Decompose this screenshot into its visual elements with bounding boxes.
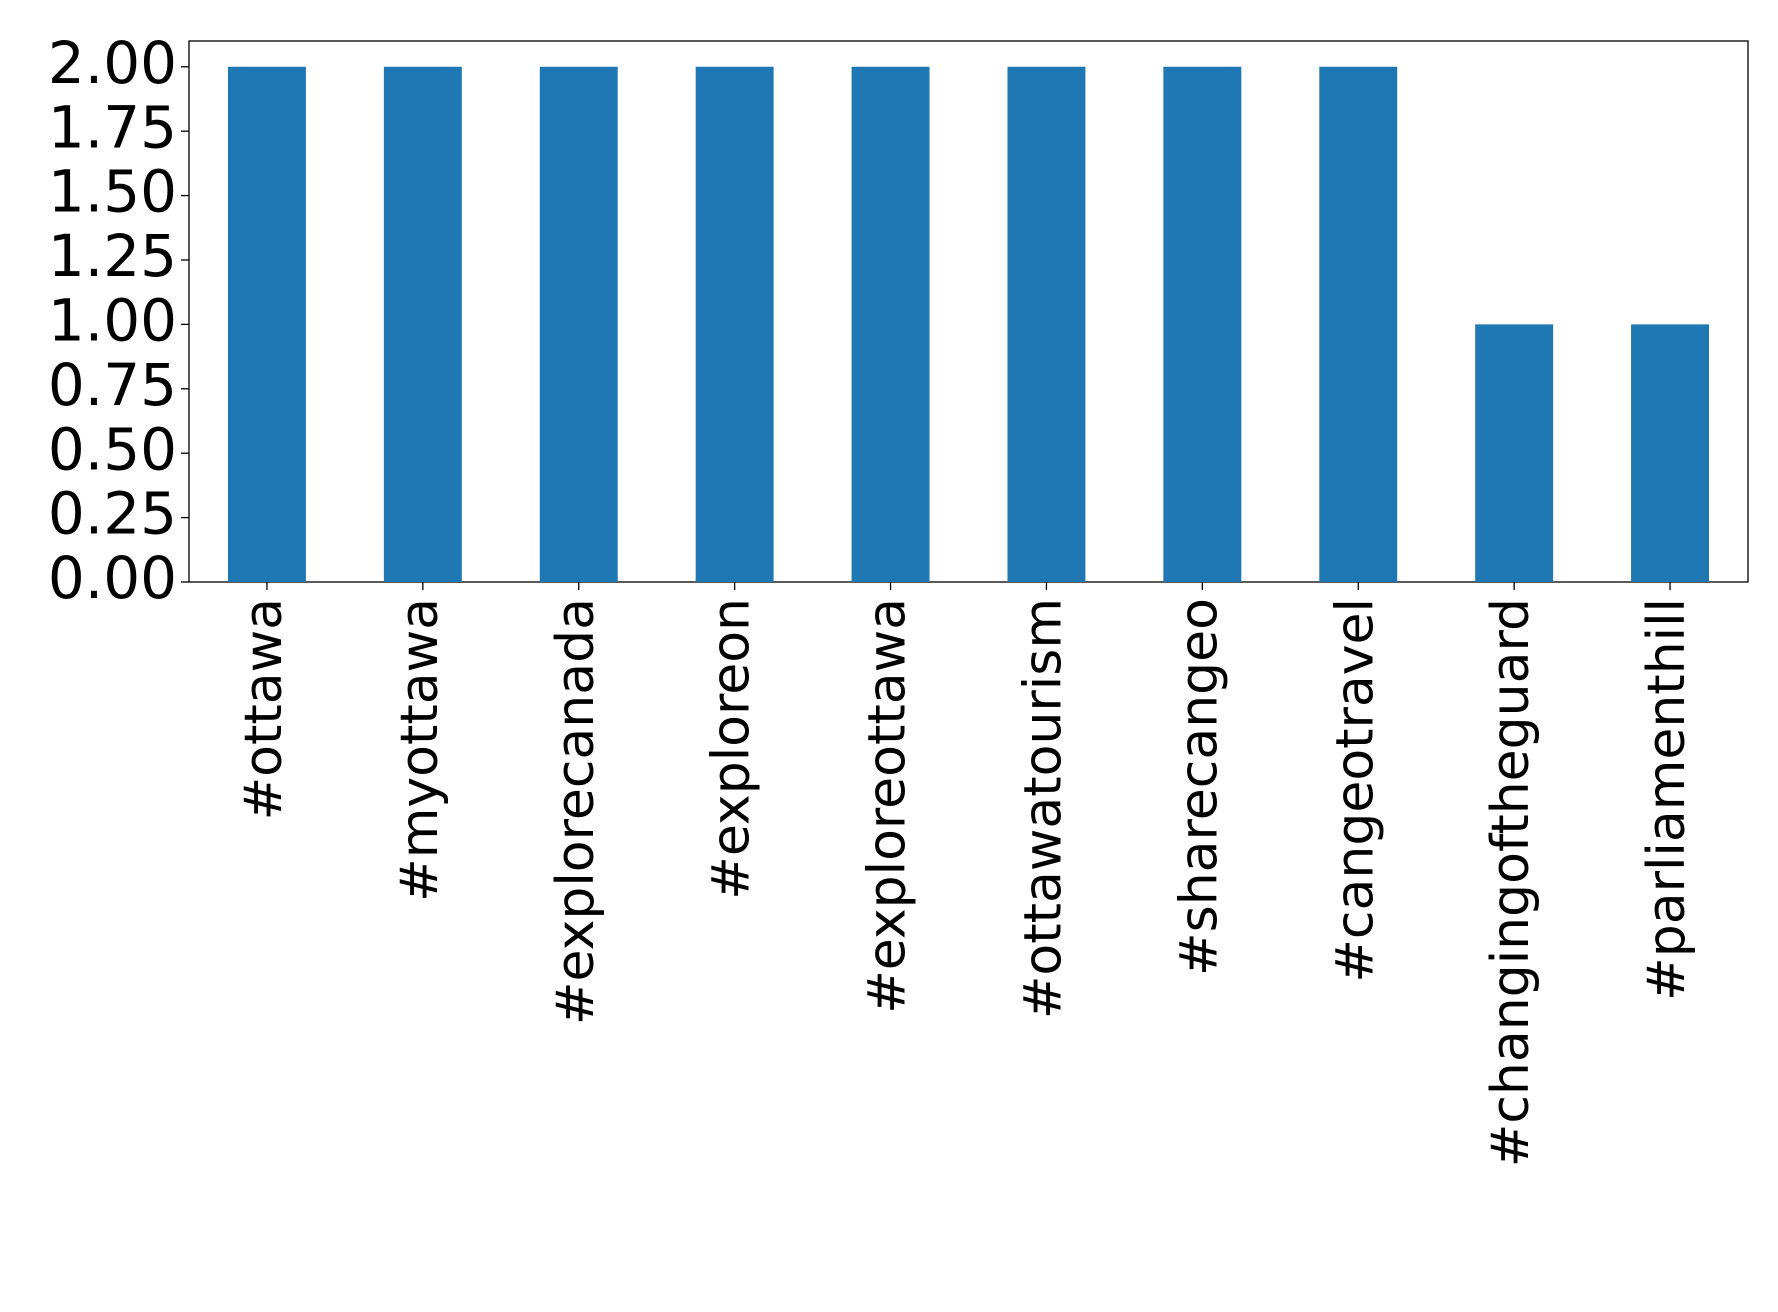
bar [383, 66, 462, 582]
x-tick-label: #parliamenthill [1637, 598, 1697, 1001]
x-tick-label: #explorecanada [546, 598, 606, 1025]
y-tick-label: 0.25 [48, 480, 177, 548]
y-tick-label: 2.00 [48, 29, 177, 97]
x-tick-label: #cangeotravel [1325, 598, 1385, 983]
x-tick-label: #changingoftheguard [1481, 598, 1541, 1167]
x-tick-label: #myottawa [390, 598, 450, 902]
x-tick-label: #ottawa [234, 598, 294, 820]
bar [1163, 66, 1242, 582]
y-tick-label: 1.50 [48, 158, 177, 226]
x-tick-label: #ottawatourism [1013, 598, 1073, 1019]
y-tick-label: 0.75 [48, 351, 177, 419]
bar [1007, 66, 1086, 582]
bar [1319, 66, 1398, 582]
x-tick-label: #exploreottawa [858, 598, 918, 1014]
y-tick-label: 1.75 [48, 93, 177, 161]
x-tick-label: #sharecangeo [1169, 598, 1229, 976]
bar [1475, 324, 1554, 582]
bar [851, 66, 930, 582]
plot-frame [188, 40, 1749, 583]
bar [1631, 324, 1710, 582]
bar [539, 66, 618, 582]
y-tick-label: 1.00 [48, 286, 177, 354]
x-tick-label: #exploreon [702, 598, 762, 900]
y-tick-label: 1.25 [48, 222, 177, 290]
bar [227, 66, 306, 582]
y-tick-label: 0.00 [48, 544, 177, 612]
bar [695, 66, 774, 582]
y-tick-label: 0.50 [48, 415, 177, 483]
